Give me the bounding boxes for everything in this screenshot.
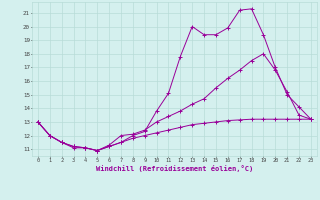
X-axis label: Windchill (Refroidissement éolien,°C): Windchill (Refroidissement éolien,°C): [96, 165, 253, 172]
